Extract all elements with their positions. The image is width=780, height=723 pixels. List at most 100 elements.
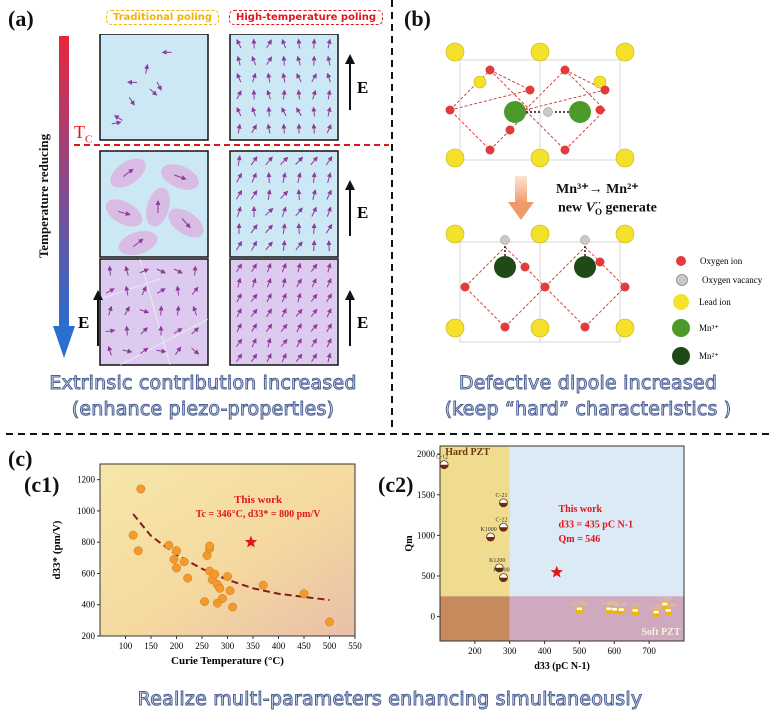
dipole-arrow: [266, 293, 272, 303]
tc-sub: C: [85, 133, 93, 146]
tag-traditional-poling: Traditional poling: [106, 10, 220, 25]
dipole-arrow: [122, 348, 133, 354]
box-traditional-mid: [99, 150, 209, 258]
dipole-arrow: [251, 55, 257, 66]
dipole-arrow: [105, 328, 116, 334]
dipole-arrow: [124, 325, 130, 336]
horizontal-divider: [6, 433, 774, 435]
c2-ytick-label: 500: [422, 571, 436, 581]
reaction-line1: Mn³⁺→ Mn²⁺: [556, 182, 639, 197]
panel-label-b: (b): [404, 6, 431, 31]
dipole-arrow: [281, 262, 287, 273]
c1-ylabel: d33* (pm/V): [51, 520, 63, 579]
tag-high-temperature-poling: High-temperature poling: [229, 10, 384, 25]
c2-soft-point-fill: [606, 610, 613, 614]
dipole-arrow: [281, 223, 287, 235]
dipole-arrow: [281, 55, 287, 66]
c2-hard-point-label: C-21: [495, 493, 507, 499]
e-field-label-left: E: [78, 313, 90, 332]
temperature-reducing-label: Temperature reducing: [36, 133, 51, 259]
reaction-line2: new V··O generate: [558, 198, 657, 217]
c2-annotation-title: This work: [559, 504, 603, 515]
dipole-arrow: [281, 38, 287, 49]
c2-soft-point-label: C-3000: [657, 597, 673, 602]
legend-label-3: Mn³⁺: [699, 322, 719, 333]
dipole-arrow: [326, 38, 332, 49]
legend-item-lead-ion: Lead ion: [672, 290, 762, 314]
dipole-arrow: [174, 346, 182, 355]
dipole-arrow: [311, 278, 317, 288]
c2-xtick-label: 500: [573, 646, 587, 656]
dipole-arrow: [251, 124, 257, 134]
dipole-arrow: [236, 308, 242, 318]
dipole-arrow: [326, 277, 332, 288]
dipole-arrow: [296, 189, 302, 201]
dipole-arrow: [175, 305, 181, 316]
dipole-arrow: [132, 238, 144, 248]
c1-point: [172, 546, 181, 556]
c2-ytick-label: 2000: [417, 449, 436, 459]
dipole-arrow: [265, 323, 273, 332]
dipole-arrow: [235, 338, 243, 347]
dipole-arrow: [311, 73, 317, 83]
reaction-line2-post: generate: [602, 200, 657, 216]
dipole-arrow: [250, 308, 258, 317]
c2-ytick-label: 1500: [417, 490, 436, 500]
dipole-arrow: [236, 323, 242, 333]
chart-c2: 200 300 400 500 600 700 0 500 1000 1500 2000 d33 (p…: [404, 445, 685, 672]
c1-xtick-label: 500: [323, 641, 337, 651]
c1-point: [225, 586, 235, 596]
dipole-arrow: [156, 268, 167, 274]
c2-soft-point-label: C-82: [616, 603, 627, 608]
dipole-arrow: [236, 353, 243, 363]
transform-arrow: [508, 176, 534, 220]
dipole-arrow: [107, 265, 113, 276]
c2-hard-point-label: C-22: [495, 517, 507, 523]
dipole-arrow: [281, 206, 287, 217]
dipole-arrow: [311, 38, 317, 49]
c1-xtick-label: 300: [221, 641, 235, 651]
poling-box-frame: [229, 34, 339, 141]
dipole-arrow: [107, 345, 113, 356]
dipole-arrow: [295, 353, 303, 362]
legend-item-mn3: Mn³⁺: [672, 314, 762, 342]
vacancy-sub: O: [594, 207, 602, 218]
dipole-arrow: [326, 262, 332, 273]
dipole-arrow: [325, 223, 333, 234]
dipole-arrow: [192, 265, 198, 276]
dipole-arrow: [310, 263, 318, 272]
panel-label-c1: (c1): [24, 472, 60, 497]
dipole-arrow: [326, 189, 332, 200]
dipole-arrow: [173, 328, 183, 334]
c2-region-hard-label: Hard PZT: [445, 447, 490, 458]
dipole-arrow: [236, 39, 242, 49]
c1-ytick-label: 800: [82, 537, 96, 547]
dipole-arrow: [236, 263, 243, 273]
c2-soft-point-fill: [618, 610, 625, 614]
chart-c2-plot: 200 300 400 500 600 700 0 500 1000 1500 2000 d33 (p…: [404, 445, 685, 672]
dipole-arrow: [280, 323, 288, 332]
c2-frame: [439, 445, 685, 642]
c2-xtick-label: 400: [538, 646, 552, 656]
mn3-swatch: [672, 319, 690, 337]
legend-label-4: Mn²⁺: [699, 350, 719, 361]
dipole-arrow: [281, 277, 287, 288]
c2-xtick-label: 300: [503, 646, 517, 656]
dipole-arrow: [311, 123, 317, 134]
legend-item-oxygen-vacancy: Oxygen vacancy: [672, 270, 762, 290]
dipole-arrow: [311, 223, 317, 235]
c2-hard-point-fill: [495, 567, 504, 572]
c1-point: [228, 602, 238, 612]
c1-xtick-label: 150: [144, 641, 158, 651]
c2-xlabel: d33 (pC N-1): [534, 661, 590, 672]
c2-soft-point-label: C-6000: [602, 602, 618, 607]
c1-point: [325, 617, 334, 627]
c2-ytick-label: 1000: [417, 530, 436, 540]
c1-point: [172, 563, 181, 573]
c2-hard-point-label: K1300: [493, 568, 509, 574]
c2-soft-region: [509, 596, 684, 641]
c1-ytick-label: 1000: [77, 506, 96, 516]
dipole-arrow: [266, 72, 272, 83]
dipole-arrow: [296, 89, 302, 100]
c1-point: [136, 484, 146, 494]
